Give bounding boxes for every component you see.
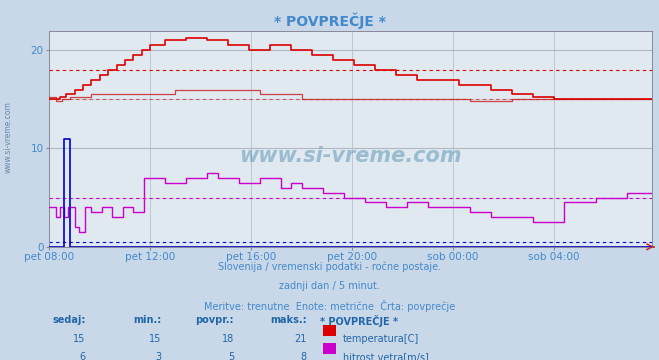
Text: * POVPREČJE *: * POVPREČJE * xyxy=(320,315,397,327)
Text: 15: 15 xyxy=(149,334,161,344)
Text: Meritve: trenutne  Enote: metrične  Črta: povprečje: Meritve: trenutne Enote: metrične Črta: … xyxy=(204,300,455,312)
Text: 5: 5 xyxy=(228,352,234,360)
Text: hitrost vetra[m/s]: hitrost vetra[m/s] xyxy=(343,352,428,360)
Text: min.:: min.: xyxy=(133,315,161,325)
Text: 3: 3 xyxy=(156,352,161,360)
Text: 8: 8 xyxy=(301,352,306,360)
Text: Slovenija / vremenski podatki - ročne postaje.: Slovenija / vremenski podatki - ročne po… xyxy=(218,261,441,271)
Text: 21: 21 xyxy=(294,334,306,344)
Text: zadnji dan / 5 minut.: zadnji dan / 5 minut. xyxy=(279,281,380,291)
Text: * POVPREČJE *: * POVPREČJE * xyxy=(273,13,386,29)
Text: 6: 6 xyxy=(80,352,86,360)
Text: temperatura[C]: temperatura[C] xyxy=(343,334,419,344)
Text: povpr.:: povpr.: xyxy=(196,315,234,325)
Text: www.si-vreme.com: www.si-vreme.com xyxy=(3,101,13,173)
Text: www.si-vreme.com: www.si-vreme.com xyxy=(240,146,462,166)
Text: maks.:: maks.: xyxy=(270,315,306,325)
Text: 15: 15 xyxy=(73,334,86,344)
Text: 18: 18 xyxy=(221,334,234,344)
Text: sedaj:: sedaj: xyxy=(52,315,86,325)
